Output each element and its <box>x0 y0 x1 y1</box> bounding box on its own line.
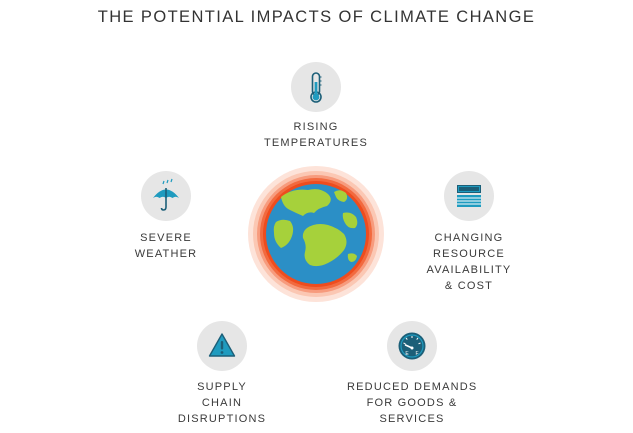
thermometer-icon <box>310 72 322 103</box>
rising-temperatures-circle <box>291 62 341 112</box>
svg-text:E: E <box>405 351 409 357</box>
rising-temperatures-label: RISING TEMPERATURES <box>256 119 376 151</box>
changing-resources-circle <box>444 171 494 221</box>
money-stack-icon <box>457 185 481 207</box>
supply-chain-line-2: CHAIN <box>201 397 243 409</box>
supply-chain-line-3: DISRUPTIONS <box>177 413 267 425</box>
reduced-demands-line-3: SERVICES <box>379 413 445 425</box>
severe-weather-circle <box>141 171 191 221</box>
severe-weather-line-1: SEVERE <box>140 232 192 244</box>
changing-resources-line-2: RESOURCE <box>433 248 505 260</box>
diagram-title: THE POTENTIAL IMPACTS OF CLIMATE CHANGE <box>97 8 536 26</box>
reduced-demands-circle: E F <box>387 321 437 371</box>
fuel-gauge-icon: E F <box>398 332 426 360</box>
umbrella-icon <box>153 178 179 211</box>
supply-chain-circle <box>197 321 247 371</box>
changing-resources-line-3: AVAILABILITY <box>426 264 512 276</box>
warming-globe <box>248 166 384 302</box>
globe-continents <box>273 189 358 267</box>
changing-resources-line-1: CHANGING <box>434 232 504 244</box>
supply-chain-line-1: SUPPLY <box>197 381 247 393</box>
reduced-demands-line-2: FOR GOODS & <box>366 397 458 409</box>
severe-weather-label: SEVERE WEATHER <box>116 230 216 262</box>
severe-weather-line-2: WEATHER <box>134 248 198 260</box>
rising-temperatures-line-2: TEMPERATURES <box>263 137 369 149</box>
warning-icon <box>208 333 236 357</box>
reduced-demands-label: REDUCED DEMANDS FOR GOODS & SERVICES <box>347 379 477 427</box>
svg-text:F: F <box>415 351 418 357</box>
rising-temperatures-line-1: RISING <box>293 121 339 133</box>
reduced-demands-line-1: REDUCED DEMANDS <box>347 381 478 393</box>
changing-resources-line-4: & COST <box>444 280 494 292</box>
changing-resources-label: CHANGING RESOURCE AVAILABILITY & COST <box>409 230 529 294</box>
supply-chain-label: SUPPLY CHAIN DISRUPTIONS <box>167 379 277 427</box>
